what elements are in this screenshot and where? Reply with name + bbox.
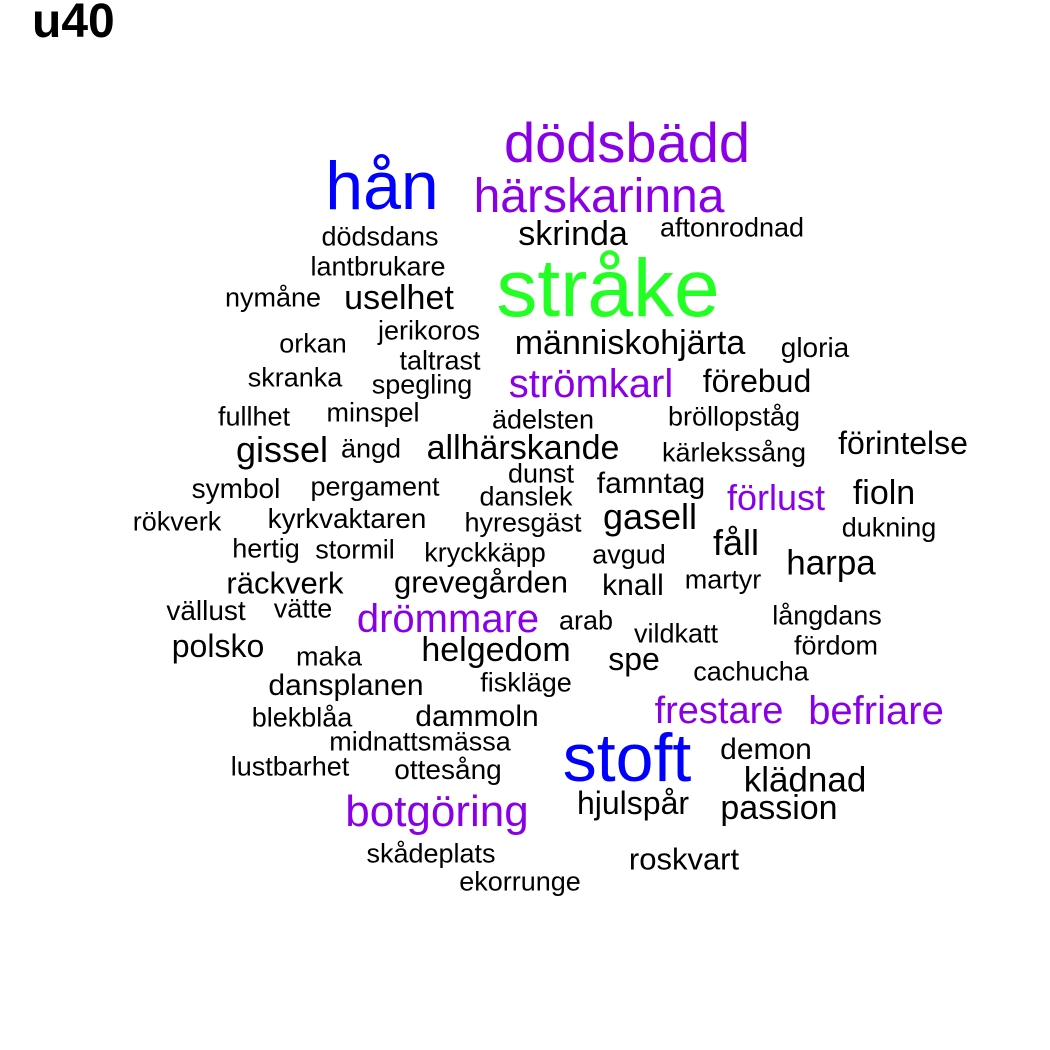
cloud-word: grevegården bbox=[393, 564, 569, 600]
cloud-word: taltrast bbox=[399, 345, 481, 376]
cloud-word: famntag bbox=[596, 467, 706, 500]
cloud-word: allhärskande bbox=[426, 429, 620, 467]
cloud-word: helgedom bbox=[421, 631, 571, 669]
cloud-word: kärlekssång bbox=[661, 437, 807, 468]
cloud-word: hjulspår bbox=[576, 785, 690, 821]
cloud-word: passion bbox=[720, 789, 838, 827]
cloud-word: ängd bbox=[340, 433, 402, 464]
cloud-word: dödsbädd bbox=[503, 111, 751, 174]
cloud-word: härskarinna bbox=[473, 170, 725, 223]
cloud-word: kryckkäpp bbox=[424, 537, 546, 568]
cloud-word: fullhet bbox=[217, 401, 291, 432]
cloud-word: blekblåa bbox=[251, 702, 353, 733]
cloud-word: räckverk bbox=[226, 565, 344, 601]
cloud-word: cachucha bbox=[693, 656, 809, 687]
cloud-word: fioln bbox=[852, 474, 916, 512]
cloud-word: hån bbox=[325, 148, 439, 224]
cloud-word: klädnad bbox=[743, 760, 867, 800]
cloud-word: ottesång bbox=[394, 754, 502, 785]
cloud-word: dödsdans bbox=[321, 221, 439, 252]
cloud-word: avgud bbox=[592, 539, 666, 570]
cloud-word: uselhet bbox=[344, 279, 454, 317]
cloud-word: minspel bbox=[326, 397, 420, 428]
cloud-word: hyresgäst bbox=[464, 507, 582, 538]
cloud-word: jerikoros bbox=[377, 315, 481, 346]
cloud-word: rökverk bbox=[132, 506, 222, 537]
cloud-word: lantbrukare bbox=[310, 251, 446, 282]
cloud-word: arab bbox=[558, 605, 614, 636]
cloud-word: aftonrodnad bbox=[659, 212, 805, 243]
cloud-word: nymåne bbox=[224, 282, 322, 313]
cloud-word: knall bbox=[602, 569, 664, 602]
cloud-word: fiskläge bbox=[480, 667, 572, 698]
cloud-word: bröllopståg bbox=[667, 401, 801, 432]
cloud-word: befriare bbox=[808, 689, 944, 733]
cloud-word: pergament bbox=[310, 471, 440, 502]
cloud-word: demon bbox=[720, 733, 812, 766]
cloud-word: skranka bbox=[247, 362, 343, 393]
chart-title: u40 bbox=[32, 0, 115, 48]
cloud-word: martyr bbox=[684, 564, 762, 595]
cloud-word: förlust bbox=[726, 477, 826, 518]
cloud-word: skrinda bbox=[518, 215, 628, 253]
cloud-word: långdans bbox=[772, 600, 882, 631]
cloud-word: stoft bbox=[562, 720, 692, 796]
cloud-word: roskvart bbox=[628, 841, 740, 877]
cloud-word: gloria bbox=[780, 332, 850, 363]
cloud-word: maka bbox=[295, 641, 363, 672]
cloud-word: ekorrunge bbox=[459, 866, 581, 897]
cloud-word: spe bbox=[608, 641, 660, 677]
cloud-word: spegling bbox=[371, 369, 473, 400]
cloud-word: fördom bbox=[793, 630, 879, 661]
cloud-word: dammoln bbox=[415, 700, 539, 733]
cloud-word: frestare bbox=[654, 690, 784, 732]
cloud-word: hertig bbox=[232, 533, 300, 564]
cloud-word: harpa bbox=[786, 543, 876, 583]
cloud-word: lustbarhet bbox=[230, 751, 350, 782]
cloud-word: stråke bbox=[496, 243, 720, 334]
cloud-word: gasell bbox=[602, 496, 698, 537]
cloud-word: kyrkvaktaren bbox=[267, 503, 427, 534]
cloud-word: skådeplats bbox=[366, 838, 496, 869]
cloud-word: dansplanen bbox=[268, 669, 424, 702]
cloud-word: botgöring bbox=[345, 787, 529, 836]
cloud-word: vällust bbox=[166, 595, 246, 626]
cloud-word: midnattsmässa bbox=[329, 726, 511, 757]
cloud-word: danslek bbox=[479, 481, 573, 512]
cloud-word: förintelse bbox=[838, 425, 968, 461]
cloud-word: orkan bbox=[279, 328, 347, 359]
cloud-word: gissel bbox=[235, 429, 329, 470]
cloud-word: människohjärta bbox=[514, 324, 746, 362]
cloud-word: stormil bbox=[315, 534, 395, 565]
cloud-word: ädelsten bbox=[491, 404, 595, 435]
cloud-word: drömmare bbox=[356, 597, 540, 641]
cloud-word: polsko bbox=[171, 628, 265, 664]
cloud-word: fåll bbox=[712, 522, 760, 563]
cloud-word: vätte bbox=[273, 593, 333, 624]
cloud-word: strömkarl bbox=[508, 362, 674, 406]
cloud-word: dunst bbox=[507, 458, 575, 489]
cloud-word: förebud bbox=[702, 363, 812, 399]
cloud-word: dukning bbox=[841, 512, 937, 543]
cloud-word: vildkatt bbox=[633, 618, 719, 649]
cloud-word: symbol bbox=[191, 473, 281, 504]
